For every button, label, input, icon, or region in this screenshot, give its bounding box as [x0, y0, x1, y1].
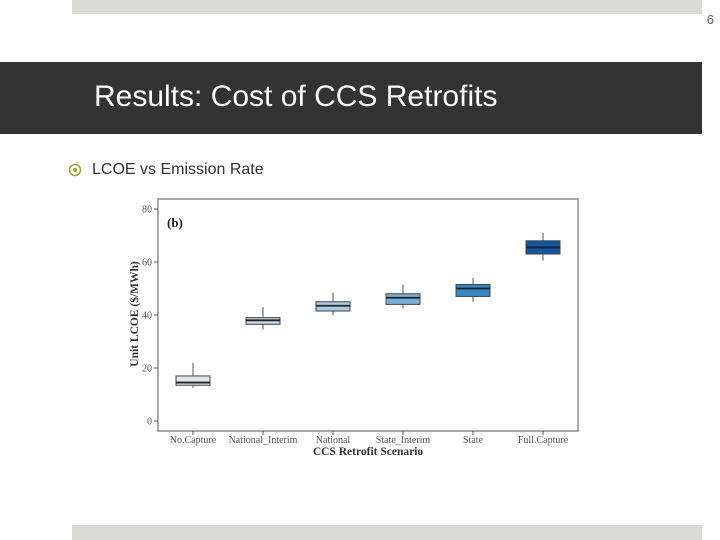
y-tick-label: 0	[147, 417, 152, 428]
x-axis-title: CCS Retrofit Scenario	[313, 446, 424, 458]
y-axis-title: Unit LCOE ($/MWh)	[128, 261, 141, 367]
box-national-interim	[245, 307, 281, 330]
page-number: 6	[706, 12, 714, 27]
circle-bullet-icon	[68, 163, 82, 177]
x-tick-label: National	[316, 435, 351, 446]
plot-panel	[157, 198, 579, 432]
bullet-text: LCOE vs Emission Rate	[92, 161, 264, 178]
box-full-capture	[525, 232, 561, 261]
y-tick-label: 20	[142, 364, 152, 375]
panel-label: (b)	[167, 215, 183, 230]
box-state	[455, 277, 491, 302]
bottom-decor-strip	[72, 525, 702, 540]
box-iqr	[455, 284, 491, 297]
y-tick-label: 60	[142, 258, 152, 269]
title-band	[0, 62, 702, 134]
box-plot-chart: (b) Unit LCOE ($/MWh) CCS Retrofit Scena…	[120, 192, 590, 462]
y-tick-label: 40	[142, 311, 152, 322]
x-tick-label: State	[463, 435, 484, 446]
box-series	[175, 232, 561, 388]
box-state-interim	[385, 284, 421, 309]
y-tick-label: 80	[142, 205, 152, 216]
y-axis: 0 20 40 60 80	[142, 205, 158, 428]
chart-svg: (b) Unit LCOE ($/MWh) CCS Retrofit Scena…	[128, 198, 579, 458]
x-tick-label: State_Interim	[376, 435, 431, 446]
box-iqr	[385, 293, 421, 305]
slide-title: Results: Cost of CCS Retrofits	[94, 80, 498, 113]
box-iqr	[175, 375, 211, 386]
x-tick-label: National_Interim	[229, 435, 298, 446]
x-tick-label: No.Capture	[170, 435, 217, 446]
x-axis: No.Capture National_Interim National State_…	[170, 431, 569, 446]
box-national	[315, 292, 351, 315]
box-no-capture	[175, 362, 211, 388]
top-decor-strip	[72, 0, 702, 14]
bullet-item: LCOE vs Emission Rate	[68, 160, 264, 180]
x-tick-label: Full.Capture	[518, 435, 569, 446]
